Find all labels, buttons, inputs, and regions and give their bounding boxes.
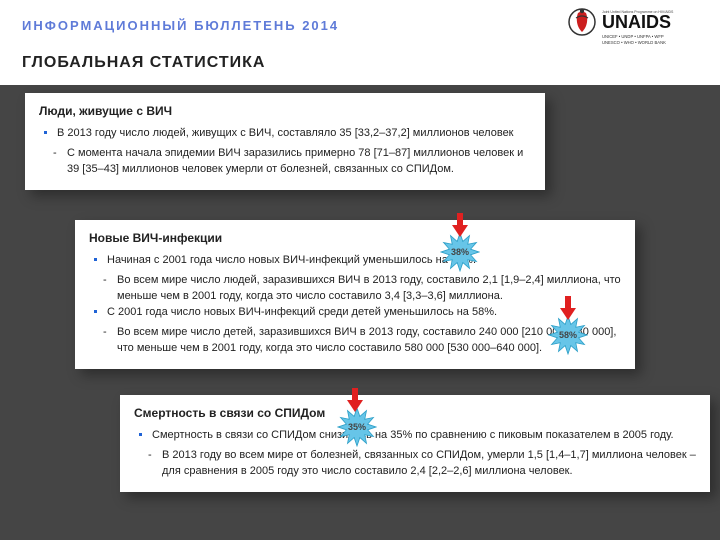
page-title: ГЛОБАЛЬНАЯ СТАТИСТИКА (22, 54, 265, 72)
highlight-value: 35% (337, 407, 377, 447)
panel-heading: Люди, живущие с ВИЧ (39, 103, 531, 120)
svg-text:Joint United Nations Programme: Joint United Nations Programme on HIV/AI… (602, 10, 674, 14)
sub-bullet: В 2013 году во всем мире от болезней, св… (162, 448, 696, 480)
panel-people-living-hiv: Люди, живущие с ВИЧ В 2013 году число лю… (25, 93, 545, 190)
arrow-down-icon (560, 296, 576, 320)
logo-text: UNAIDS (602, 12, 671, 32)
sub-bullet: Во всем мире число людей, заразившихся В… (117, 273, 621, 305)
svg-text:UNICEF • UNDP • UNFPA • WFP: UNICEF • UNDP • UNFPA • WFP (602, 34, 664, 39)
unaids-logo: UNAIDS Joint United Nations Programme on… (564, 6, 704, 48)
highlight-burst: 35% (337, 407, 377, 447)
bullet: Смертность в связи со СПИДом снизилась н… (152, 428, 696, 444)
panel-heading: Смертность в связи со СПИДом (134, 405, 696, 422)
svg-text:UNESCO • WHO • WORLD BANK: UNESCO • WHO • WORLD BANK (602, 40, 666, 45)
arrow-down-icon (347, 388, 363, 412)
highlight-burst: 58% (548, 315, 588, 355)
sub-bullet: С момента начала эпидемии ВИЧ заразились… (67, 146, 531, 178)
highlight-value: 38% (440, 232, 480, 272)
bullet: С 2001 года число новых ВИЧ-инфекций сре… (107, 305, 621, 321)
header: ИНФОРМАЦИОННЫЙ БЮЛЛЕТЕНЬ 2014 ГЛОБАЛЬНАЯ… (0, 0, 720, 85)
bullet: В 2013 году число людей, живущих с ВИЧ, … (57, 126, 531, 142)
arrow-down-icon (452, 213, 468, 237)
bulletin-subtitle: ИНФОРМАЦИОННЫЙ БЮЛЛЕТЕНЬ 2014 (22, 18, 339, 33)
sub-bullet: Во всем мире число детей, заразившихся В… (117, 325, 621, 357)
panel-heading: Новые ВИЧ-инфекции (89, 230, 621, 247)
panel-aids-mortality: Смертность в связи со СПИДом Смертность … (120, 395, 710, 492)
highlight-burst: 38% (440, 232, 480, 272)
bullet: Начиная с 2001 года число новых ВИЧ-инфе… (107, 253, 621, 269)
highlight-value: 58% (548, 315, 588, 355)
